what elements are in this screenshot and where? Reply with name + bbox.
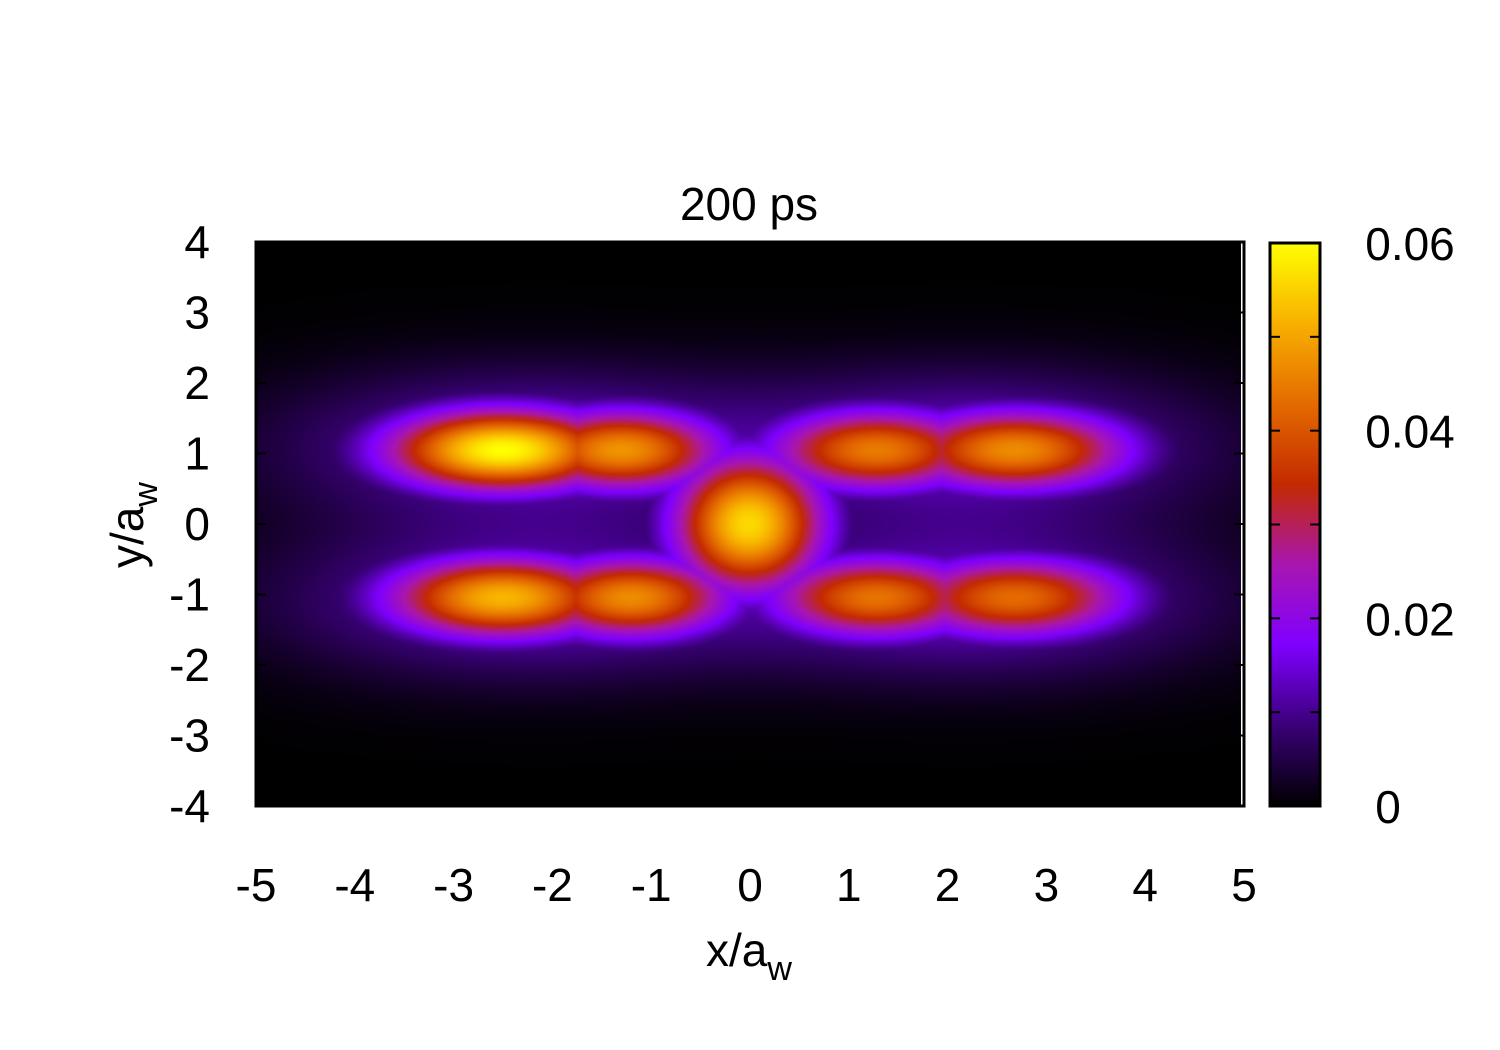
x-tick-label: 0	[737, 859, 763, 911]
colorbar-tick-label: 0.06	[1365, 218, 1455, 270]
x-tick-label: 4	[1132, 859, 1158, 911]
y-tick-label: -2	[169, 639, 210, 691]
x-tick-label: 3	[1034, 859, 1060, 911]
x-tick-label: 1	[836, 859, 862, 911]
colorbar-tick-label: 0.04	[1365, 406, 1455, 458]
x-axis-ticks: -5 -4 -3 -2 -1 0 1 2 3 4 5	[236, 242, 1257, 911]
x-tick-label: -1	[631, 859, 672, 911]
y-tick-label: -3	[169, 710, 210, 762]
colorbar-ticks: 0 0.02 0.04 0.06	[1270, 218, 1455, 833]
y-tick-label: -4	[169, 780, 210, 832]
y-axis-ticks: -4 -3 -2 -1 0 1 2 3 4	[169, 216, 1244, 832]
heatmap-image	[257, 243, 1241, 805]
y-tick-label: 2	[184, 357, 210, 409]
y-tick-label: 4	[184, 216, 210, 268]
y-axis-label: y/aw	[101, 482, 165, 568]
x-tick-label: -5	[236, 859, 277, 911]
x-tick-label: 5	[1231, 859, 1257, 911]
y-tick-label: 1	[184, 428, 210, 480]
y-tick-label: 0	[184, 498, 210, 550]
y-tick-label: -1	[169, 569, 210, 621]
x-tick-label: -3	[433, 859, 474, 911]
chart-title: 200 ps	[680, 178, 818, 230]
colorbar-tick-label: 0	[1375, 781, 1401, 833]
colorbar-tick-label: 0.02	[1365, 593, 1455, 645]
plot-frame	[254, 240, 1246, 808]
y-tick-label: 3	[184, 287, 210, 339]
x-tick-label: -4	[334, 859, 375, 911]
x-tick-label: -2	[532, 859, 573, 911]
x-tick-label: 2	[935, 859, 961, 911]
x-axis-label: x/aw	[706, 924, 792, 988]
